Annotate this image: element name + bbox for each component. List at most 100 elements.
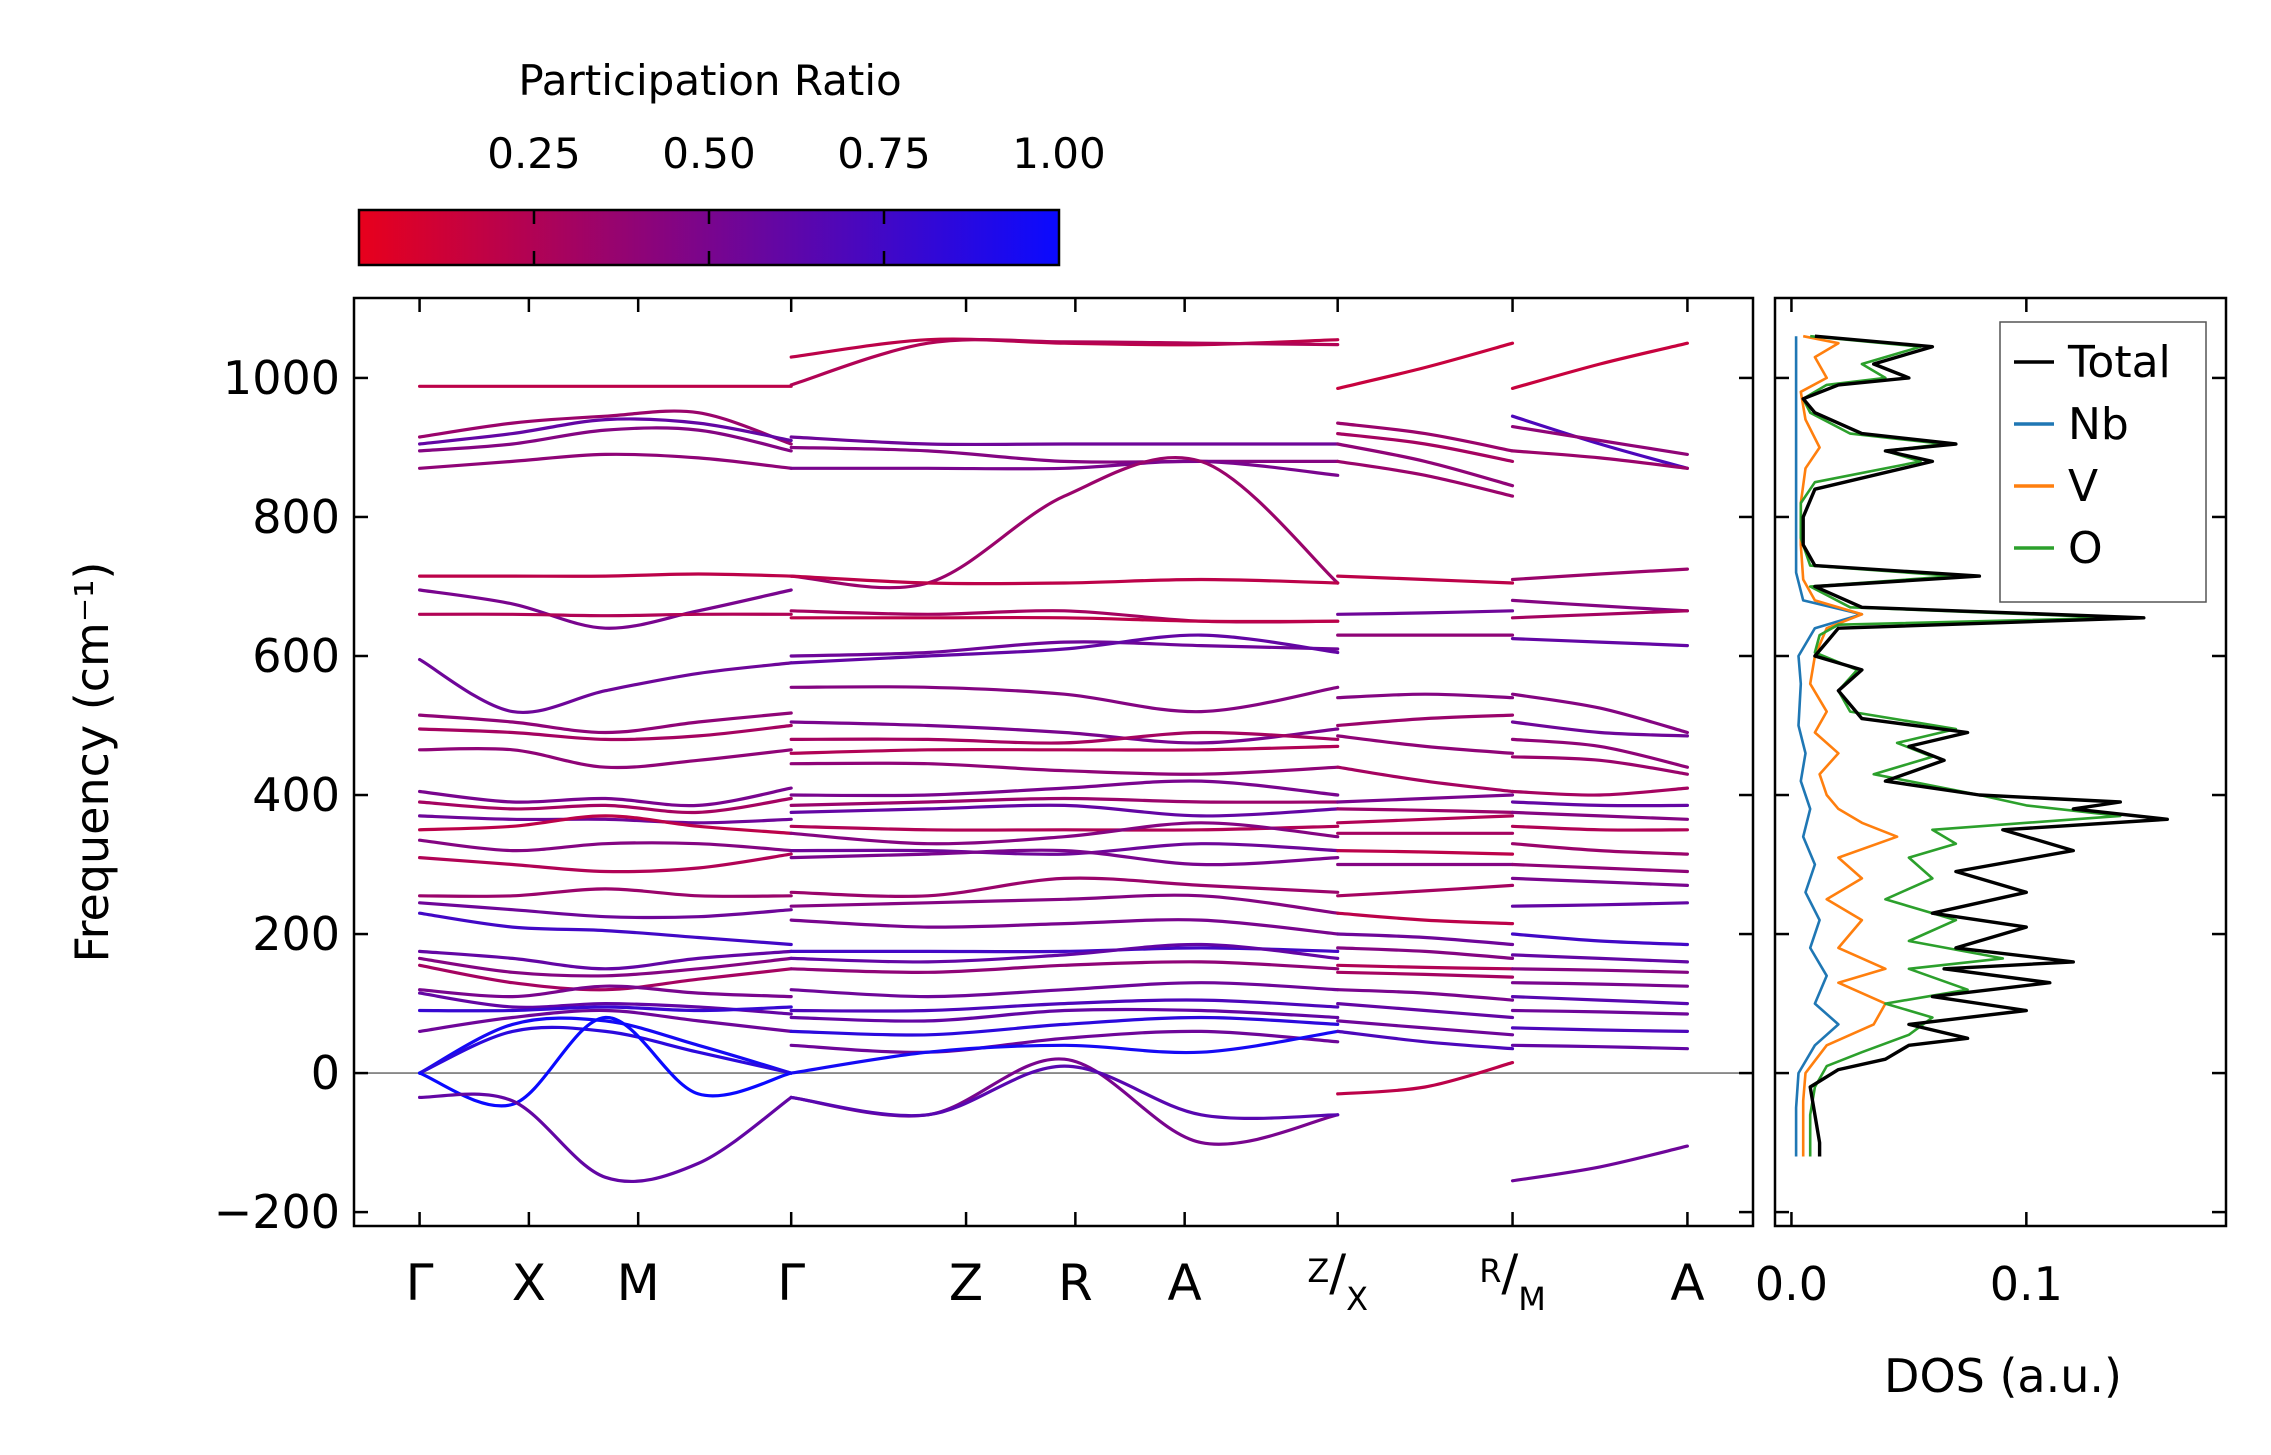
phonon-band	[1336, 459, 1515, 498]
phonon-band	[418, 1025, 793, 1075]
phonon-band	[789, 685, 1340, 714]
high-symmetry-label: A	[1168, 1254, 1202, 1312]
phonon-band	[1510, 800, 1689, 808]
band-axes: −200 0 200 400 600 800 1000 Γ X M Γ Z R A Z/X R/M A	[214, 296, 1755, 1318]
phonon-band	[1510, 862, 1689, 874]
dos-plot-frame	[1773, 296, 2228, 1228]
colorbar-tick-label: 1.00	[1012, 129, 1106, 178]
phonon-band	[789, 744, 1340, 755]
phonon-band	[1336, 1029, 1515, 1051]
phonon-band	[789, 893, 1340, 915]
phonon-band	[1510, 967, 1689, 974]
phonon-band	[1510, 953, 1689, 964]
phonon-band	[1510, 414, 1689, 470]
phonon-band	[418, 1016, 793, 1075]
phonon-band	[418, 956, 793, 978]
phonon-band	[1336, 574, 1515, 585]
phonon-band	[1510, 567, 1689, 582]
phonon-band	[789, 796, 1340, 807]
phonon-band	[1510, 786, 1689, 797]
phonon-band	[418, 711, 793, 735]
legend-label-o: O	[2068, 523, 2103, 574]
phonon-band	[1510, 1026, 1689, 1033]
dos-lines	[1794, 334, 2169, 1157]
phonon-band	[1336, 883, 1515, 898]
phonon-band	[1336, 946, 1515, 960]
phonon-band	[1510, 598, 1689, 613]
y-tick-label: 400	[252, 768, 340, 822]
phonon-band	[789, 803, 1340, 818]
dos-legend-box	[1999, 321, 2207, 603]
phonon-band	[418, 1015, 793, 1108]
phonon-band	[789, 960, 1340, 974]
legend-label-nb: Nb	[2068, 399, 2129, 450]
phonon-band	[1510, 810, 1689, 821]
dos-curve-v	[1799, 334, 1899, 1157]
high-symmetry-label: Γ	[406, 1254, 434, 1312]
high-symmetry-label: Z	[949, 1254, 983, 1312]
phonon-band	[418, 572, 793, 578]
dos-x-tick-label: 0.1	[1990, 1257, 2063, 1311]
phonon-band	[1336, 734, 1515, 755]
phonon-band	[1336, 1061, 1515, 1096]
phonon-band	[1510, 637, 1689, 648]
phonon-band	[789, 1015, 1340, 1037]
phonon-band	[418, 657, 793, 715]
phonon-band	[418, 452, 793, 470]
phonon-band	[1336, 713, 1515, 728]
dos-x-axis-label: DOS (a.u.)	[1884, 1349, 2122, 1403]
phonon-band	[789, 720, 1340, 745]
colorbar-ticks: 0.25 0.50 0.75 1.00	[487, 129, 1106, 265]
y-tick-label: 200	[252, 907, 340, 961]
phonon-band	[1336, 609, 1515, 616]
legend-label-total: Total	[2067, 337, 2171, 388]
phonon-band	[1510, 737, 1689, 769]
dos-x-tick-label: 0.0	[1755, 1257, 1828, 1311]
phonon-band	[789, 640, 1340, 658]
high-symmetry-label: X	[512, 1254, 546, 1312]
phonon-band	[1336, 765, 1515, 794]
phonon-band	[789, 824, 1340, 832]
phonon-band	[1510, 901, 1689, 908]
phonon-band	[1336, 1019, 1515, 1037]
phonon-band	[1336, 692, 1515, 700]
phonon-band	[1510, 824, 1689, 832]
phonon-band	[1510, 692, 1689, 735]
phonon-band	[1510, 425, 1689, 456]
phonon-band	[418, 588, 793, 630]
phonon-band	[418, 984, 793, 999]
phonon-band	[1336, 814, 1515, 825]
phonon-band	[1336, 963, 1515, 971]
phonon-band	[418, 838, 793, 853]
phonon-band	[789, 998, 1340, 1013]
phonon-band	[789, 1007, 1340, 1023]
phonon-band	[418, 1008, 793, 1033]
phonon-band	[789, 574, 1340, 586]
phonon-band	[1510, 1144, 1689, 1183]
high-symmetry-label: R	[1058, 1254, 1093, 1312]
high-symmetry-label: Z/X	[1307, 1244, 1368, 1318]
phonon-band	[1336, 932, 1515, 947]
dos-legend: Total Nb VO	[1999, 321, 2207, 603]
phonon-band	[418, 949, 793, 971]
band-plot-frame	[352, 296, 1755, 1228]
phonon-band	[418, 426, 793, 453]
y-tick-label: 1000	[223, 351, 340, 405]
phonon-band	[789, 779, 1340, 798]
phonon-band	[789, 942, 1340, 964]
phonon-band	[789, 459, 1340, 477]
colorbar-title: Participation Ratio	[518, 56, 901, 105]
phonon-band	[789, 918, 1340, 936]
phonon-band	[1336, 442, 1515, 488]
high-symmetry-label: A	[1670, 1254, 1704, 1312]
phonon-band	[1336, 807, 1515, 814]
phonon-band	[1510, 842, 1689, 856]
phonon-band	[418, 786, 793, 808]
colorbar-tick-label: 0.50	[662, 129, 756, 178]
phonon-band	[789, 1029, 1340, 1054]
y-axis-label: Frequency (cm⁻¹)	[65, 562, 119, 963]
phonon-band	[1336, 988, 1515, 1002]
phonon-band	[1336, 849, 1515, 856]
phonon-band	[418, 796, 793, 815]
phonon-band	[1510, 981, 1689, 988]
